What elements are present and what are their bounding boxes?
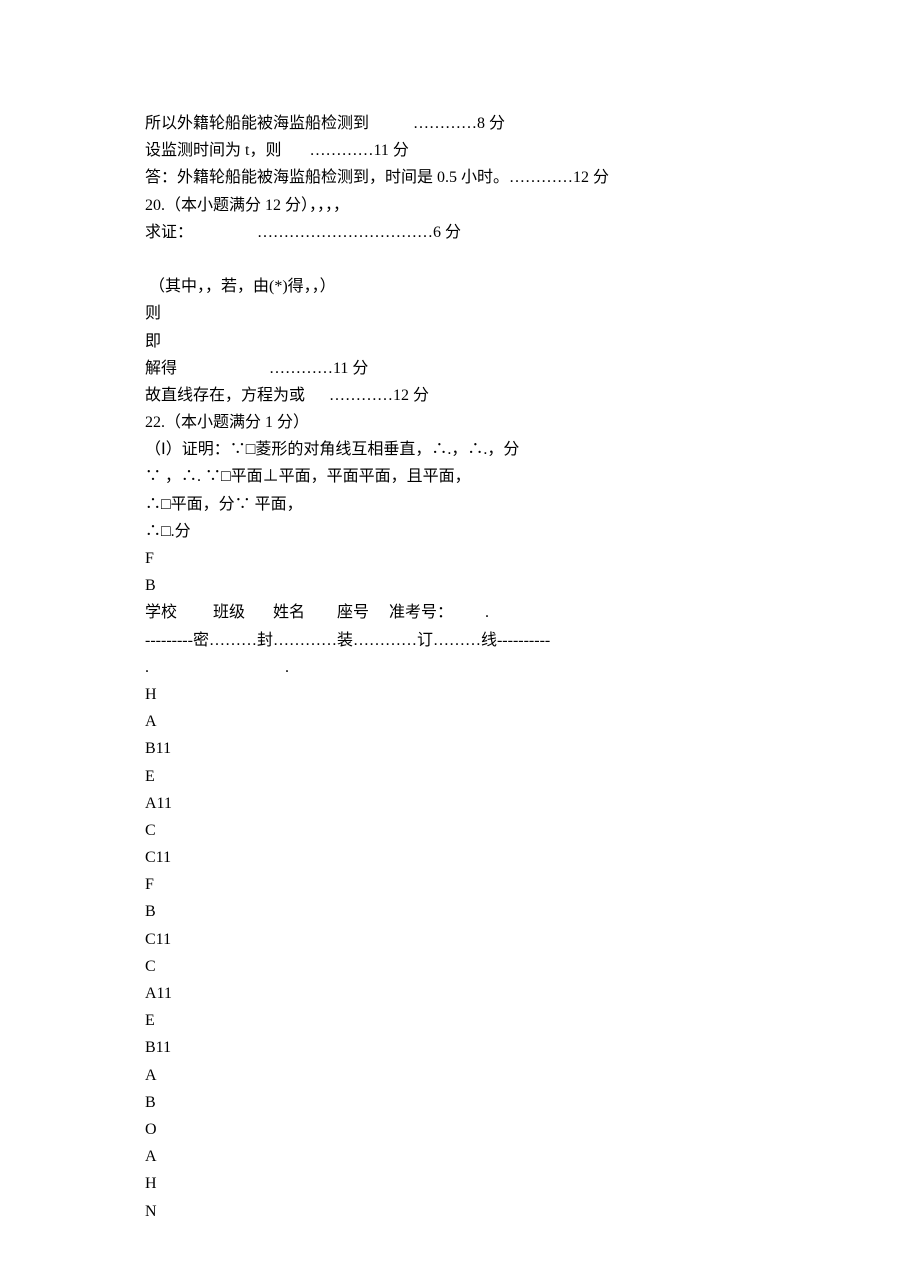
document-line: A11 [145, 790, 775, 817]
document-line: （Ⅰ）证明：∵□菱形的对角线互相垂直，∴.，∴.，分 [145, 436, 775, 463]
document-line: ∵ ，∴. ∵□平面⊥平面，平面平面，且平面， [145, 463, 775, 490]
document-line: E [145, 763, 775, 790]
document-line: （其中，，若，由(*)得，，） [145, 273, 775, 300]
document-line: 所以外籍轮船能被海监船检测到 …………8 分 [145, 110, 775, 137]
document-line: B [145, 898, 775, 925]
document-line: 解得 …………11 分 [145, 355, 775, 382]
document-line: F [145, 871, 775, 898]
document-line: 求证： ……………………………6 分 [145, 219, 775, 246]
document-line: ∴□平面，分∵ 平面， [145, 491, 775, 518]
document-line: C11 [145, 926, 775, 953]
document-line: 设监测时间为 t，则 …………11 分 [145, 137, 775, 164]
document-line: B [145, 1089, 775, 1116]
document-line: C [145, 953, 775, 980]
document-line: ---------密………封…………装…………订………线---------- [145, 627, 775, 654]
document-line: O [145, 1116, 775, 1143]
document-line: 答：外籍轮船能被海监船检测到，时间是 0.5 小时。…………12 分 [145, 164, 775, 191]
document-line: B11 [145, 1034, 775, 1061]
document-line: A [145, 708, 775, 735]
document-line: H [145, 1170, 775, 1197]
document-line [145, 246, 775, 273]
document-line: 22.（本小题满分 1 分） [145, 409, 775, 436]
document-line: C11 [145, 844, 775, 871]
document-line: 即 [145, 328, 775, 355]
document-line: A [145, 1062, 775, 1089]
document-line: ∴□.分 [145, 518, 775, 545]
document-line: B11 [145, 735, 775, 762]
document-line: C [145, 817, 775, 844]
document-line: F [145, 545, 775, 572]
document-line: 故直线存在，方程为或 …………12 分 [145, 382, 775, 409]
document-line: A [145, 1143, 775, 1170]
document-line: N [145, 1198, 775, 1225]
document-line: B [145, 572, 775, 599]
document-line: E [145, 1007, 775, 1034]
document-line: . . [145, 654, 775, 681]
document-line: 则 [145, 300, 775, 327]
document-line: H [145, 681, 775, 708]
document-line: 学校 班级 姓名 座号 准考号： . [145, 599, 775, 626]
document-line: 20.（本小题满分 12 分），，，， [145, 192, 775, 219]
document-line: A11 [145, 980, 775, 1007]
